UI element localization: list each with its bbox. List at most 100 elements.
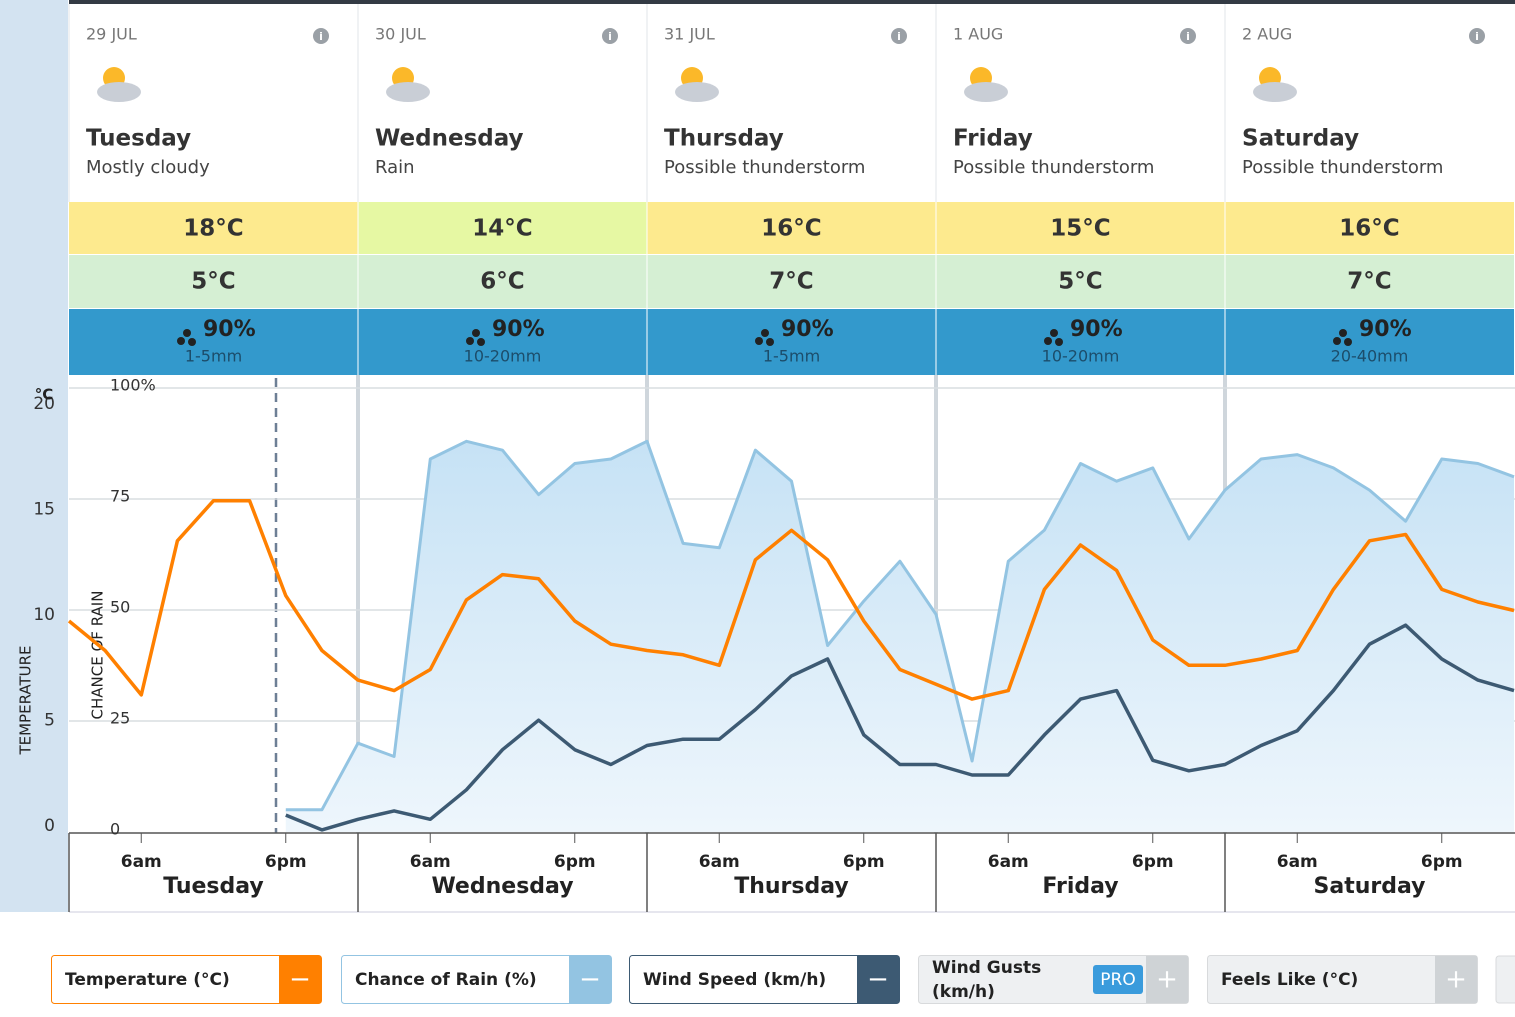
series-line [285,623,1515,832]
rain-chance: 90% [1070,317,1123,342]
day-header [69,4,358,202]
rain-cell [358,309,647,375]
day-name: Saturday [1242,126,1359,152]
max-temp: 16°C [761,216,821,242]
date: 30 JUL [375,25,426,44]
day-header [647,4,936,202]
info-icon[interactable] [891,28,907,44]
x-day-label: Saturday [1314,874,1426,899]
max-temp: 18°C [183,216,243,242]
min-cell [647,255,936,308]
day-name: Tuesday [86,126,191,152]
y-label: TEMPERATURE [17,645,35,755]
cloud [675,82,719,102]
info-i: i [1475,30,1479,43]
drop [1333,337,1341,345]
legend-label: Wind Speed (km/h) [643,970,826,990]
rain-chance: 90% [781,317,834,342]
date: 1 AUG [953,25,1003,44]
min-temp: 7°C [1347,269,1391,295]
info-i: i [608,30,612,43]
day-header [358,4,647,202]
legend-toggle-sign: − [867,965,889,995]
cloud [386,82,430,102]
info-icon[interactable] [1180,28,1196,44]
rain-amount: 10-20mm [1042,347,1120,366]
y2-tick-label: 75 [110,487,130,506]
rain-chance: 90% [1359,317,1412,342]
y2-label: CHANCE OF RAIN [89,591,107,720]
drop [761,329,769,337]
max-cell [358,202,647,254]
legend-toggle[interactable] [1435,956,1477,1003]
rain-chance: 90% [492,317,545,342]
drop [1055,338,1063,346]
top-border [69,0,1515,4]
min-temp: 5°C [1058,269,1102,295]
max-cell [936,202,1225,254]
max-cell [647,202,936,254]
day-name: Friday [953,126,1033,152]
legend-item[interactable] [1207,955,1478,1004]
info-i: i [319,30,323,43]
pro-badge [1093,965,1143,994]
legend-label: Temperature (°C) [65,970,230,990]
rain-amount: 1-5mm [763,347,820,366]
legend-toggle-sign: + [1156,965,1178,995]
cloud [97,82,141,102]
x-day-label: Friday [1042,874,1118,899]
legend-toggle[interactable] [857,956,899,1003]
day-header [1225,4,1514,202]
y-unit: °C [35,386,54,404]
legend-more[interactable] [1495,955,1515,1004]
legend-item[interactable] [51,955,322,1004]
drop [1339,329,1347,337]
date: 29 JUL [86,25,137,44]
x-tick-label: 6pm [1421,852,1463,872]
x-tick-label: 6am [121,852,162,872]
y-tick-label: 10 [33,605,55,625]
legend-toggle-sign: − [579,965,601,995]
min-cell [1225,255,1514,308]
day-desc: Mostly cloudy [86,157,210,178]
info-i: i [897,30,901,43]
cloud [964,82,1008,102]
legend-toggle-sign: + [1445,965,1467,995]
max-temp: 14°C [472,216,532,242]
legend-label-line: Wind Gusts [932,958,1041,978]
rain-area [285,441,1514,832]
x-tick-label: 6am [699,852,740,872]
legend-item[interactable] [341,955,612,1004]
legend-label-line: (km/h) [932,982,995,1002]
y-tick-label: 0 [44,816,55,836]
rain-cell [647,309,936,375]
day-desc: Rain [375,157,415,178]
legend-toggle[interactable] [569,956,611,1003]
info-icon[interactable] [1469,28,1485,44]
day-desc: Possible thunderstorm [1242,157,1443,178]
min-temp: 5°C [191,269,235,295]
drop [1344,338,1352,346]
day-name: Wednesday [375,126,524,152]
x-tick-label: 6pm [554,852,596,872]
y2-tick-label: 25 [110,709,130,728]
y-tick-label: 20 [33,394,55,414]
legend-toggle[interactable] [1146,956,1188,1003]
max-temp: 16°C [1339,216,1399,242]
x-tick-label: 6am [410,852,451,872]
max-temp: 15°C [1050,216,1110,242]
cloud [1253,82,1297,102]
info-icon[interactable] [602,28,618,44]
date: 31 JUL [664,25,715,44]
info-icon[interactable] [313,28,329,44]
y2-tick-label: 100% [110,376,156,395]
min-temp: 6°C [480,269,524,295]
date: 2 AUG [1242,25,1292,44]
rain-cell [1225,309,1514,375]
rain-amount: 1-5mm [185,347,242,366]
legend-item[interactable] [629,955,900,1004]
x-tick-label: 6am [1277,852,1318,872]
rain-chance: 90% [203,317,256,342]
legend-toggle[interactable] [279,956,321,1003]
day-header [936,4,1225,202]
